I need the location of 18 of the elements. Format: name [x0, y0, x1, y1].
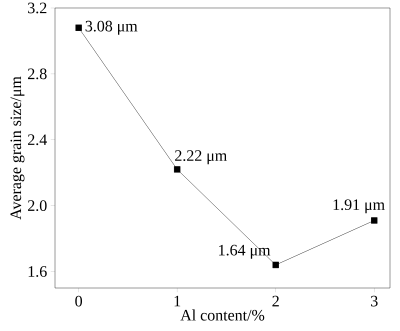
y-tick-label: 1.6 [28, 266, 47, 277]
y-tick-label: 2.8 [28, 68, 47, 80]
x-axis-title: Al content/% [180, 309, 264, 321]
x-tick-label: 0 [75, 296, 82, 307]
point [272, 262, 279, 268]
y-tick-label: 2.0 [28, 200, 47, 212]
y-axis-title: Average grain size/μm [10, 76, 24, 220]
x-tick-label: 1 [174, 296, 180, 306]
y-tick-label: 3.2 [28, 2, 46, 14]
y-tick-label: 2.4 [28, 134, 47, 146]
point [174, 166, 180, 173]
data-label: 3.08 μm [86, 20, 138, 35]
x-tick-label: 2 [272, 296, 279, 306]
point [75, 24, 82, 31]
data-label: 2.22 μm [175, 150, 227, 164]
x-tick-label: 3 [371, 296, 378, 306]
data-label: 1.91 μm [334, 199, 385, 214]
point [371, 217, 378, 224]
